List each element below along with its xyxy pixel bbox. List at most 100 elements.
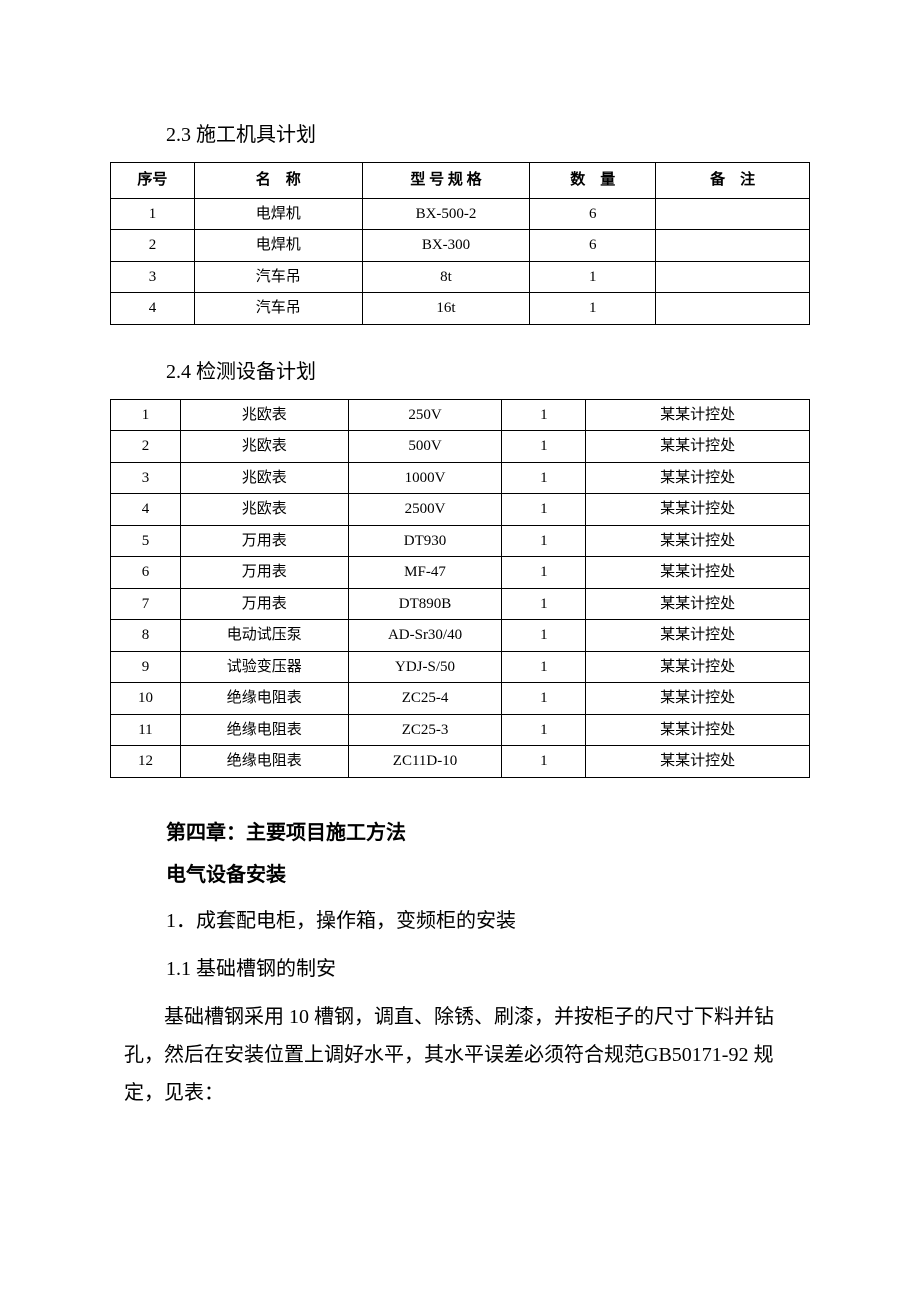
machinery-plan-table: 序号 名 称 型 号 规 格 数 量 备 注 1电焊机BX-500-262电焊机… <box>110 162 810 325</box>
table-cell: 电焊机 <box>194 230 362 262</box>
table-cell: 1 <box>530 261 656 293</box>
table-cell: DT930 <box>348 525 502 557</box>
table-cell: ZC25-4 <box>348 683 502 715</box>
table-cell: 5 <box>111 525 181 557</box>
table-cell: 1 <box>502 746 586 778</box>
table-cell: 6 <box>530 230 656 262</box>
table-cell: 电动试压泵 <box>180 620 348 652</box>
table-cell: 汽车吊 <box>194 261 362 293</box>
col-qty: 数 量 <box>530 163 656 199</box>
table-cell: 1 <box>502 714 586 746</box>
table-cell: 某某计控处 <box>586 683 810 715</box>
table-cell: 1 <box>502 588 586 620</box>
table-cell: 某某计控处 <box>586 651 810 683</box>
electrical-install-subtitle: 电气设备安装 <box>166 860 810 890</box>
table-row: 1电焊机BX-500-26 <box>111 198 810 230</box>
table-cell: 兆欧表 <box>180 431 348 463</box>
table-cell: YDJ-S/50 <box>348 651 502 683</box>
table-cell: 11 <box>111 714 181 746</box>
table-cell: 16t <box>362 293 530 325</box>
table-cell <box>656 293 810 325</box>
table-cell: 试验变压器 <box>180 651 348 683</box>
table-cell: 1 <box>502 557 586 589</box>
table-cell: 兆欧表 <box>180 462 348 494</box>
table-cell: 某某计控处 <box>586 399 810 431</box>
table-cell: 12 <box>111 746 181 778</box>
table-cell: 某某计控处 <box>586 462 810 494</box>
table-cell: 1 <box>502 683 586 715</box>
table-cell: 250V <box>348 399 502 431</box>
table-cell: ZC11D-10 <box>348 746 502 778</box>
item-1-1: 1.1 基础槽钢的制安 <box>166 950 810 988</box>
col-model: 型 号 规 格 <box>362 163 530 199</box>
item-1: 1．成套配电柜，操作箱，变频柜的安装 <box>166 902 810 940</box>
table-cell: 3 <box>111 462 181 494</box>
table-row: 7万用表DT890B1某某计控处 <box>111 588 810 620</box>
table-cell: DT890B <box>348 588 502 620</box>
table-cell: 兆欧表 <box>180 399 348 431</box>
table-cell: 9 <box>111 651 181 683</box>
table-cell: 500V <box>348 431 502 463</box>
table-row: 3兆欧表1000V1某某计控处 <box>111 462 810 494</box>
table-row: 4兆欧表2500V1某某计控处 <box>111 494 810 526</box>
table-cell: 某某计控处 <box>586 746 810 778</box>
table-cell: 1 <box>502 525 586 557</box>
table-cell <box>656 198 810 230</box>
table-cell: 8t <box>362 261 530 293</box>
table-cell: 1000V <box>348 462 502 494</box>
paragraph-body: 基础槽钢采用 10 槽钢，调直、除锈、刷漆，并按柜子的尺寸下料并钻孔，然后在安装… <box>124 998 810 1112</box>
table-row: 2兆欧表500V1某某计控处 <box>111 431 810 463</box>
table-cell: 某某计控处 <box>586 620 810 652</box>
table-row: 1兆欧表250V1某某计控处 <box>111 399 810 431</box>
table-cell: 绝缘电阻表 <box>180 746 348 778</box>
section-2-4-title: 2.4 检测设备计划 <box>166 357 810 387</box>
table-cell: 1 <box>111 399 181 431</box>
table-cell: 某某计控处 <box>586 431 810 463</box>
table-cell: 1 <box>502 494 586 526</box>
table-cell: 万用表 <box>180 557 348 589</box>
testing-equipment-table: 1兆欧表250V1某某计控处2兆欧表500V1某某计控处3兆欧表1000V1某某… <box>110 399 810 778</box>
table-cell: AD-Sr30/40 <box>348 620 502 652</box>
table-cell: 10 <box>111 683 181 715</box>
table-header-row: 序号 名 称 型 号 规 格 数 量 备 注 <box>111 163 810 199</box>
table-row: 11绝缘电阻表ZC25-31某某计控处 <box>111 714 810 746</box>
table-cell: BX-300 <box>362 230 530 262</box>
table-cell: 3 <box>111 261 195 293</box>
table-cell: 电焊机 <box>194 198 362 230</box>
col-name: 名 称 <box>194 163 362 199</box>
table-cell: 1 <box>530 293 656 325</box>
table-cell: 8 <box>111 620 181 652</box>
table-cell: 某某计控处 <box>586 714 810 746</box>
table-row: 2电焊机BX-3006 <box>111 230 810 262</box>
table-cell: 1 <box>502 462 586 494</box>
table-cell: 2500V <box>348 494 502 526</box>
table-cell: 2 <box>111 431 181 463</box>
table-cell: MF-47 <box>348 557 502 589</box>
table-cell: 绝缘电阻表 <box>180 714 348 746</box>
table-row: 6万用表MF-471某某计控处 <box>111 557 810 589</box>
table-cell: 某某计控处 <box>586 588 810 620</box>
table-cell: 某某计控处 <box>586 557 810 589</box>
table-cell: 1 <box>502 431 586 463</box>
table-cell: ZC25-3 <box>348 714 502 746</box>
table-cell: 1 <box>502 620 586 652</box>
table-row: 8电动试压泵AD-Sr30/401某某计控处 <box>111 620 810 652</box>
table-cell: 万用表 <box>180 588 348 620</box>
table-row: 10绝缘电阻表ZC25-41某某计控处 <box>111 683 810 715</box>
table-cell: 某某计控处 <box>586 494 810 526</box>
table-cell: 2 <box>111 230 195 262</box>
table-cell: BX-500-2 <box>362 198 530 230</box>
section-2-3-title: 2.3 施工机具计划 <box>166 120 810 150</box>
table-row: 4汽车吊16t1 <box>111 293 810 325</box>
table-row: 5万用表DT9301某某计控处 <box>111 525 810 557</box>
col-remark: 备 注 <box>656 163 810 199</box>
table-cell: 6 <box>111 557 181 589</box>
table-cell: 1 <box>502 651 586 683</box>
table-cell: 4 <box>111 293 195 325</box>
table-row: 12绝缘电阻表ZC11D-101某某计控处 <box>111 746 810 778</box>
table-cell: 兆欧表 <box>180 494 348 526</box>
table-cell: 7 <box>111 588 181 620</box>
table-cell: 6 <box>530 198 656 230</box>
table-row: 9试验变压器YDJ-S/501某某计控处 <box>111 651 810 683</box>
table-cell: 某某计控处 <box>586 525 810 557</box>
